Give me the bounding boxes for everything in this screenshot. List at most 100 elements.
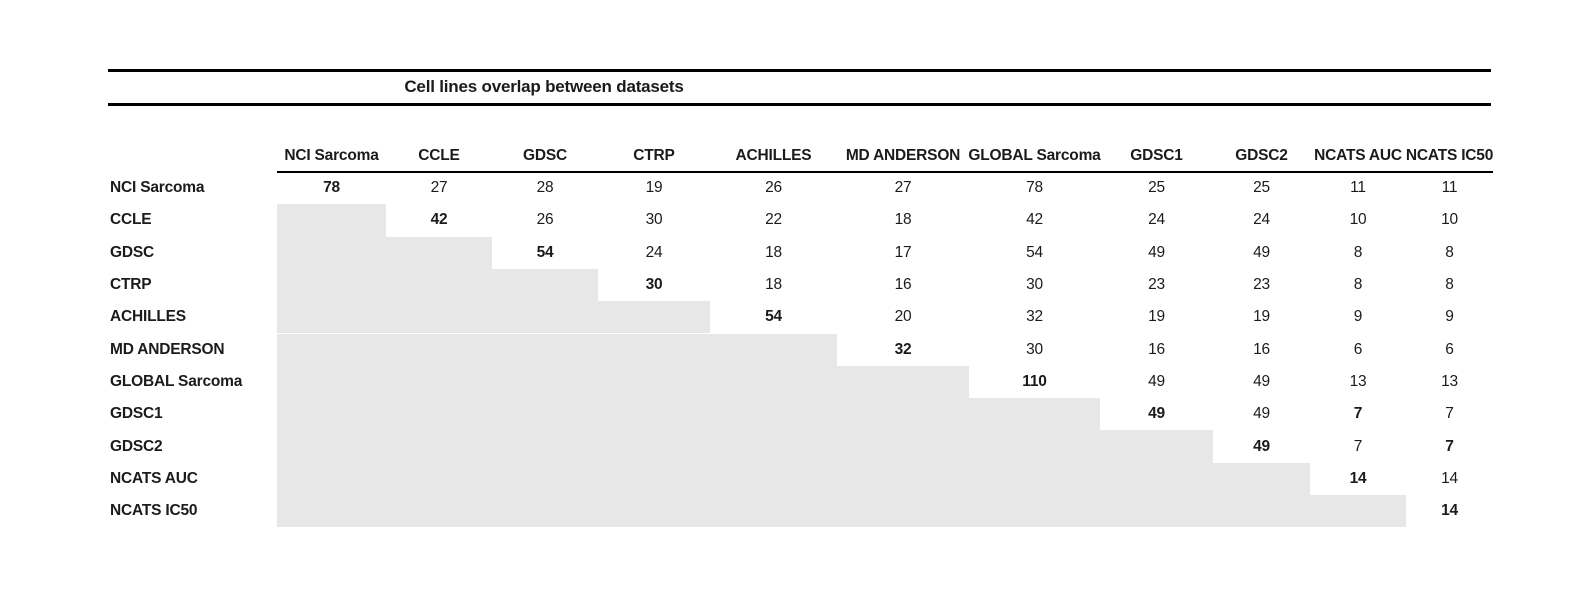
- overlap-cell: 32: [1026, 308, 1043, 326]
- column-header: NCATS AUC: [1314, 147, 1402, 164]
- empty-cell-shade: [277, 268, 598, 302]
- overlap-cell: 17: [894, 243, 912, 261]
- column-header: GDSC: [523, 147, 567, 164]
- table-title: Cell lines overlap between datasets: [404, 77, 684, 96]
- column-header: NCI Sarcoma: [284, 147, 379, 164]
- overlap-cell: 8: [1445, 276, 1454, 294]
- overlap-cell: 22: [765, 211, 782, 229]
- empty-cell-shade: [277, 333, 837, 366]
- row-label: GLOBAL Sarcoma: [110, 372, 243, 390]
- column-header: NCATS IC50: [1405, 147, 1494, 164]
- overlap-cell: 78: [323, 179, 340, 197]
- overlap-cell: 30: [1026, 276, 1043, 294]
- overlap-cell: 18: [765, 243, 782, 261]
- overlap-cell: 7: [1353, 437, 1363, 455]
- overlap-cell: 14: [1441, 469, 1458, 487]
- overlap-cell: 9: [1353, 308, 1363, 326]
- overlap-cell: 7: [1353, 405, 1363, 423]
- overlap-cell: 49: [1148, 372, 1165, 390]
- overlap-cell: 78: [1026, 179, 1043, 197]
- overlap-cell: 30: [645, 211, 663, 229]
- overlap-cell: 13: [1441, 372, 1458, 390]
- overlap-cell: 7: [1445, 437, 1454, 455]
- overlap-cell: 6: [1445, 340, 1454, 358]
- overlap-cell: 18: [894, 211, 912, 229]
- overlap-cell: 49: [1148, 405, 1165, 423]
- row-label: GDSC1: [110, 405, 163, 423]
- row-label: GDSC2: [110, 437, 163, 455]
- column-header: ACHILLES: [735, 147, 812, 164]
- overlap-cell: 10: [1349, 211, 1367, 229]
- overlap-cell: 24: [1148, 211, 1165, 229]
- empty-cell-shade: [277, 398, 1100, 431]
- overlap-cell: 19: [1253, 308, 1270, 326]
- row-label: ACHILLES: [110, 308, 186, 326]
- column-header: MD ANDERSON: [845, 147, 961, 164]
- column-header: CTRP: [633, 147, 675, 164]
- overlap-cell: 23: [1148, 276, 1165, 294]
- overlap-cell: 8: [1353, 276, 1363, 294]
- overlap-cell: 10: [1441, 211, 1458, 229]
- overlap-cell: 16: [1148, 340, 1165, 358]
- column-header: GDSC2: [1235, 147, 1288, 164]
- overlap-cell: 27: [430, 179, 448, 197]
- empty-cell-shade: [277, 495, 1406, 528]
- row-label: GDSC: [110, 243, 154, 261]
- overlap-cell: 30: [645, 276, 663, 294]
- overlap-cell: 54: [765, 308, 782, 326]
- overlap-cell: 25: [1253, 179, 1270, 197]
- overlap-cell: 49: [1148, 243, 1165, 261]
- overlap-cell: 27: [894, 179, 912, 197]
- overlap-cell: 49: [1253, 372, 1270, 390]
- overlap-cell: 9: [1445, 308, 1454, 326]
- overlap-cell: 8: [1353, 243, 1363, 261]
- column-header: GDSC1: [1130, 147, 1183, 164]
- overlap-cell: 25: [1148, 179, 1165, 197]
- overlap-cell: 14: [1441, 502, 1458, 520]
- empty-cell-shade: [277, 204, 386, 237]
- empty-cell-shade: [277, 430, 1213, 463]
- overlap-cell: 16: [1253, 340, 1270, 358]
- overlap-cell: 24: [1253, 211, 1270, 229]
- overlap-cell: 28: [536, 179, 554, 197]
- row-label: CTRP: [110, 276, 152, 294]
- column-header: GLOBAL Sarcoma: [968, 147, 1101, 164]
- header-underline: [277, 171, 1493, 173]
- empty-cell-shade: [277, 365, 969, 399]
- title-rule-bottom: [108, 103, 1491, 106]
- overlap-cell: 19: [1148, 308, 1165, 326]
- overlap-cell: 42: [430, 211, 448, 229]
- overlap-cell: 14: [1349, 469, 1367, 487]
- overlap-cell: 11: [1350, 179, 1366, 197]
- overlap-cell: 42: [1026, 211, 1043, 229]
- column-header: CCLE: [418, 147, 460, 164]
- overlap-cell: 13: [1349, 372, 1367, 390]
- empty-cell-shade: [277, 301, 710, 334]
- empty-cell-shade: [277, 462, 1310, 495]
- overlap-cell: 49: [1253, 405, 1270, 423]
- overlap-cell: 26: [765, 179, 782, 197]
- overlap-cell: 24: [645, 243, 663, 261]
- overlap-cell: 7: [1445, 405, 1454, 423]
- overlap-cell: 18: [765, 276, 782, 294]
- overlap-cell: 49: [1253, 437, 1270, 455]
- row-label: CCLE: [110, 211, 152, 229]
- overlap-cell: 110: [1022, 372, 1047, 390]
- overlap-cell: 30: [1026, 340, 1043, 358]
- row-label: NCI Sarcoma: [110, 179, 205, 197]
- overlap-cell: 11: [1441, 179, 1458, 197]
- title-rule-top: [108, 69, 1491, 72]
- row-label: NCATS AUC: [110, 469, 198, 487]
- overlap-cell: 54: [1026, 243, 1043, 261]
- overlap-cell: 32: [894, 340, 912, 358]
- empty-cell-shade: [277, 236, 492, 269]
- overlap-cell: 19: [645, 179, 663, 197]
- overlap-cell: 26: [536, 211, 554, 229]
- row-label: MD ANDERSON: [110, 340, 225, 358]
- row-label: NCATS IC50: [110, 502, 198, 520]
- overlap-cell: 8: [1445, 243, 1454, 261]
- overlap-cell: 16: [894, 276, 912, 294]
- overlap-cell: 20: [894, 308, 912, 326]
- overlap-cell: 54: [536, 243, 554, 261]
